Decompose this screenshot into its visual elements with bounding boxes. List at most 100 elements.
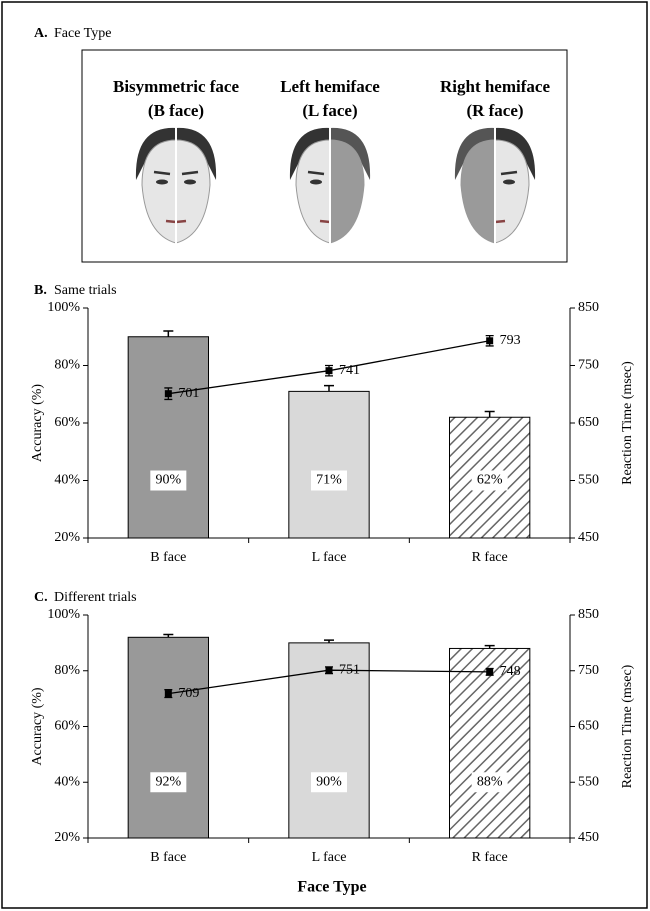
face-name: Bisymmetric face [113, 77, 239, 96]
face-skin [494, 139, 530, 244]
axes [87, 308, 571, 539]
mouth [165, 219, 177, 224]
face-skin [141, 139, 177, 244]
face-skin [175, 139, 211, 244]
y2-tick-label: 450 [578, 530, 599, 545]
value-label: 92% [155, 774, 181, 789]
error-bar [484, 410, 495, 418]
panel-title: Face Type [54, 26, 111, 41]
brow [181, 170, 199, 176]
bar [127, 636, 210, 839]
value-label: 793 [500, 333, 521, 348]
bar [288, 390, 370, 539]
face-name: Right hemiface [440, 77, 550, 96]
face-code: (L face) [302, 101, 357, 120]
y2-tick-label: 450 [578, 830, 599, 845]
y2-tick-label: 650 [578, 719, 599, 734]
value-label-bg [150, 772, 187, 793]
face-half [494, 127, 536, 244]
value-label-bg [311, 772, 347, 793]
value-label: 71% [316, 473, 342, 488]
axes [87, 615, 571, 839]
face-half [329, 127, 371, 244]
point [486, 337, 494, 345]
value-label: 62% [477, 473, 503, 488]
point [486, 668, 494, 676]
value-label: 741 [339, 363, 360, 378]
y2-axis-label: Reaction Time (msec) [620, 361, 635, 485]
eye [310, 179, 322, 185]
y-tick-label: 60% [54, 719, 80, 734]
point [325, 666, 333, 674]
faces: Bisymmetric face (B face) Left hemiface (L … [113, 77, 550, 245]
mouth [175, 219, 187, 224]
error-bar [163, 633, 174, 638]
y2-tick-label: 550 [578, 774, 599, 789]
error-bar [484, 644, 495, 649]
y-tick-label: 80% [54, 358, 80, 373]
face-half [289, 127, 331, 244]
y2-tick-label: 850 [578, 607, 599, 622]
x-tick-label: R face [472, 550, 508, 565]
point [164, 390, 172, 398]
bar [127, 336, 210, 539]
error-bar [163, 330, 174, 337]
y2-tick-label: 850 [578, 300, 599, 315]
value-label-bg [150, 470, 187, 491]
value-label: 90% [155, 473, 181, 488]
eye [503, 179, 515, 185]
value-label-bg [471, 470, 508, 491]
value-label: 90% [316, 774, 342, 789]
brow [153, 170, 171, 176]
y-tick-label: 20% [54, 830, 80, 845]
y-axis-label: Accuracy (%) [30, 687, 45, 765]
bar [288, 642, 370, 839]
y-tick-label: 100% [47, 300, 80, 315]
panel-title: Same trials [54, 283, 117, 298]
panel-label: A. [34, 26, 48, 41]
error-bar [324, 639, 334, 643]
face-skin [460, 139, 496, 244]
value-label-bg [311, 470, 347, 491]
y2-tick-label: 550 [578, 473, 599, 488]
brow [500, 170, 518, 176]
face-half [454, 127, 496, 244]
x-axis-label: Face Type [297, 879, 366, 896]
panel-title: Different trials [54, 590, 137, 605]
eye [184, 179, 196, 185]
value-label: 88% [477, 774, 503, 789]
value-label: 709 [178, 686, 199, 701]
face-code: (B face) [148, 101, 204, 120]
face-half [175, 127, 217, 244]
x-tick-label: R face [472, 850, 508, 865]
value-label: 701 [178, 386, 199, 401]
point [325, 367, 333, 375]
y2-axis-label: Reaction Time (msec) [620, 664, 635, 788]
x-tick-label: B face [150, 850, 186, 865]
value-label: 748 [500, 664, 521, 679]
brow [307, 170, 325, 176]
x-tick-label: L face [312, 850, 347, 865]
mouth [494, 219, 506, 224]
face-skin [329, 139, 365, 244]
y-tick-label: 20% [54, 530, 80, 545]
bar [449, 647, 531, 839]
point [164, 690, 172, 698]
mouth [319, 219, 331, 224]
panel-label: C. [34, 590, 48, 605]
error-bar [324, 384, 334, 392]
eye [156, 179, 168, 185]
value-label: 751 [339, 662, 360, 677]
y-tick-label: 60% [54, 415, 80, 430]
y-tick-label: 80% [54, 663, 80, 678]
face-skin [295, 139, 331, 244]
face-name: Left hemiface [280, 77, 380, 96]
x-tick-label: B face [150, 550, 186, 565]
y2-tick-label: 750 [578, 358, 599, 373]
face-half [135, 127, 177, 244]
y2-tick-label: 650 [578, 415, 599, 430]
panel-label: B. [34, 283, 47, 298]
y2-tick-label: 750 [578, 663, 599, 678]
